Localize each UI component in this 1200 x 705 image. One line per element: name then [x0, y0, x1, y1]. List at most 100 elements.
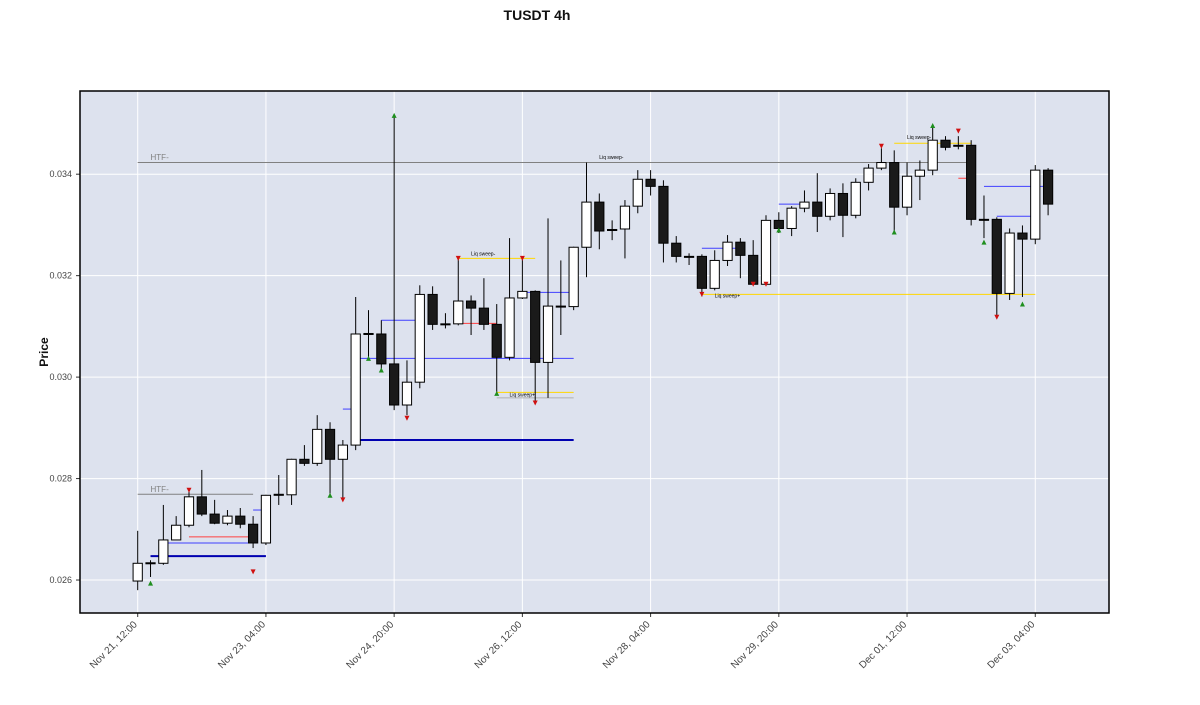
- signal-marker: [994, 314, 1000, 320]
- candle-body: [312, 428, 323, 464]
- candle-body: [914, 169, 925, 177]
- candle-body: [209, 513, 220, 524]
- candle-body: [491, 323, 502, 358]
- candle-body: [376, 333, 387, 365]
- annotation: Liq sweep+: [715, 293, 741, 299]
- annotation: Liq sweep-: [599, 155, 624, 161]
- candle-body: [183, 496, 195, 526]
- y-tick-label: 0.028: [49, 474, 72, 484]
- candle-body: [440, 323, 451, 326]
- candle-body: [748, 254, 759, 285]
- signal-marker: [148, 580, 154, 586]
- candle-body: [760, 219, 772, 285]
- candle-body: [196, 496, 207, 515]
- annotation: HTF-: [151, 485, 170, 494]
- signal-marker: [404, 415, 410, 421]
- candle-body: [966, 144, 977, 220]
- candle-body: [132, 562, 143, 582]
- candle-body: [658, 185, 669, 244]
- signal-marker: [1019, 301, 1025, 307]
- candle-body: [247, 523, 259, 544]
- annotation: HTF-: [151, 153, 170, 162]
- candle-body: [978, 218, 990, 221]
- candle-body: [427, 293, 438, 325]
- plot-frame: [79, 90, 1110, 614]
- candle-body: [171, 524, 182, 541]
- candle-body: [594, 201, 605, 232]
- signal-marker: [340, 497, 346, 503]
- y-tick-label: 0.032: [49, 271, 72, 281]
- signal-marker: [955, 128, 961, 134]
- candle-body: [683, 255, 695, 258]
- signal-marker: [378, 367, 384, 373]
- signal-marker: [878, 143, 884, 149]
- signal-marker: [186, 487, 192, 493]
- candle-body: [260, 494, 272, 544]
- candle-body: [889, 162, 900, 208]
- candle-body: [286, 458, 297, 496]
- signal-marker: [763, 281, 769, 287]
- plot-background: [80, 91, 1109, 613]
- annotation: Liq sweep+: [510, 392, 536, 398]
- signal-marker: [391, 112, 397, 118]
- candle-body: [940, 139, 951, 148]
- candle-body: [735, 241, 746, 256]
- candle-body: [786, 207, 797, 229]
- candle-body: [607, 228, 618, 231]
- candle-body: [542, 305, 554, 363]
- signal-marker: [519, 255, 525, 261]
- candle-body: [555, 305, 566, 308]
- signal-marker: [699, 291, 705, 297]
- candle-body: [453, 300, 464, 325]
- candle-body: [222, 515, 233, 524]
- candle-body: [671, 242, 682, 257]
- candle-body: [645, 178, 656, 187]
- candle-body: [235, 515, 246, 525]
- signal-marker: [455, 255, 461, 261]
- candle-body: [901, 175, 913, 208]
- candle-body: [350, 333, 361, 446]
- y-tick-label: 0.034: [49, 169, 72, 179]
- candle-body: [324, 428, 336, 460]
- candle-body: [837, 192, 849, 216]
- signal-marker: [981, 239, 987, 245]
- annotation: Liq sweep-: [907, 135, 932, 141]
- signal-marker: [930, 122, 936, 128]
- candle-body: [158, 539, 169, 564]
- annotation: Liq sweep-: [471, 251, 496, 257]
- signal-marker: [750, 281, 756, 287]
- candle-body: [517, 290, 528, 299]
- candle-body: [465, 300, 477, 309]
- signal-marker: [776, 227, 782, 233]
- candle-body: [299, 458, 310, 464]
- candle-body: [1030, 169, 1041, 240]
- candle-body: [145, 562, 156, 565]
- signal-marker: [532, 400, 538, 406]
- y-tick-label: 0.026: [49, 575, 72, 585]
- candle-body: [876, 162, 887, 169]
- candle-body: [337, 444, 348, 460]
- candle-body: [530, 290, 541, 363]
- signal-marker: [250, 569, 256, 575]
- signal-marker: [891, 229, 897, 235]
- candle-body: [363, 332, 374, 335]
- candle-body: [414, 293, 425, 383]
- candle-body: [863, 167, 874, 183]
- candle-body: [478, 307, 490, 325]
- candle-body: [581, 201, 592, 248]
- signal-marker: [494, 390, 500, 396]
- candle-body: [696, 255, 708, 289]
- candle-body: [1042, 169, 1054, 205]
- candle-body: [799, 201, 810, 209]
- candle-body: [812, 201, 823, 217]
- candle-body: [953, 144, 964, 147]
- y-tick-label: 0.030: [49, 372, 72, 382]
- candle-body: [824, 192, 836, 217]
- candle-body: [709, 259, 720, 289]
- candle-body: [401, 381, 413, 406]
- candle-body: [632, 178, 643, 207]
- y-axis-title: Price: [37, 337, 51, 367]
- candle-body: [389, 363, 400, 406]
- signal-marker: [366, 355, 372, 361]
